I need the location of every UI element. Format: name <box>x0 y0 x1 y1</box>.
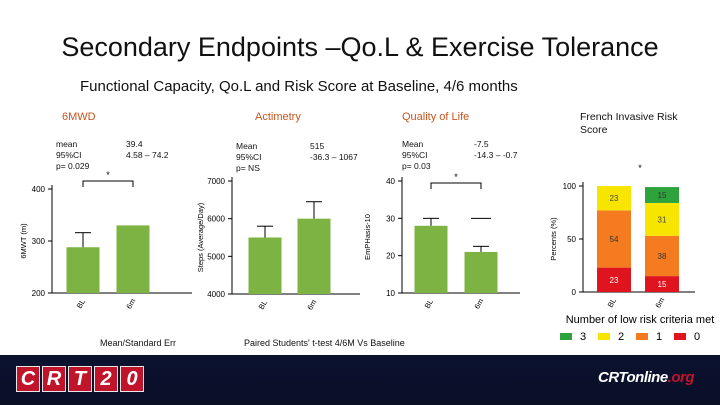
mwd-y-tick-label: 400 <box>32 185 46 194</box>
risk-segment-label: 23 <box>610 194 619 203</box>
risk-segment-1 <box>597 210 631 268</box>
actimetry-y-tick-label: 4000 <box>207 290 225 299</box>
qol-x-tick-label: 6m <box>472 297 485 311</box>
actimetry-y-tick-label: 7000 <box>207 177 225 186</box>
mwd-y-tick-label: 200 <box>32 289 46 298</box>
crt20-logo-letter: R <box>42 366 66 392</box>
crt20-logo-letter: T <box>68 366 92 392</box>
risk-segment-label: 23 <box>610 276 619 285</box>
risk-y-label: Percents (%) <box>549 217 558 261</box>
risk-x-tick-label: 6m <box>653 296 666 310</box>
panel-title-actimetry: Actimetry <box>255 111 301 123</box>
risk-legend-swatch <box>674 333 686 340</box>
qol-bar-BL <box>414 225 448 293</box>
mwd-stat-labels: mean 95%CI p= 0.029 <box>56 139 90 171</box>
qol-y-tick-label: 10 <box>386 289 395 298</box>
risk-legend-swatch <box>636 333 648 340</box>
qol-stat-labels: Mean 95%CI p= 0.03 <box>402 139 431 171</box>
risk-segment-label: 31 <box>658 215 667 224</box>
qol-bar-6m <box>464 251 498 293</box>
crt20-logo-letter: C <box>16 366 40 392</box>
note-mean-stderr: Mean/Standard Err <box>100 338 177 348</box>
qol-y-tick-label: 30 <box>386 214 395 223</box>
risk-segment-label: 54 <box>610 235 619 244</box>
mwd-significance-star: * <box>106 170 110 180</box>
risk-segment-3 <box>645 187 679 203</box>
panel-title-risk: French Invasive Risk Score <box>580 111 678 136</box>
risk-legend-swatch <box>560 333 572 340</box>
risk-segment-0 <box>645 276 679 292</box>
panel-title-qol: Quality of Life <box>402 111 470 123</box>
crt20-logo-letter: 0 <box>120 366 144 392</box>
actimetry-y-tick-label: 5000 <box>207 252 225 261</box>
qol-significance-bracket <box>430 182 482 189</box>
actimetry-stat-labels: Mean 95%CI p= NS <box>236 141 262 173</box>
actimetry-bar-BL <box>248 237 282 294</box>
risk-significance-star: * <box>638 163 642 173</box>
note-ttest: Paired Students' t-test 4/6M Vs Baseline <box>244 338 405 348</box>
actimetry-y-label: Steps (Average/Day) <box>196 202 205 272</box>
risk-segment-label: 15 <box>658 191 667 200</box>
mwd-bar-6m <box>116 225 150 293</box>
qol-stat-values: -7.5 -14.3 – -0.7 <box>474 139 518 160</box>
actimetry-bar-6m <box>297 218 331 294</box>
risk-y-tick-label: 50 <box>567 235 576 244</box>
risk-x-label: Number of low risk criteria met <box>566 314 715 326</box>
qol-significance-star: * <box>454 172 458 182</box>
risk-legend-label: 1 <box>656 331 662 343</box>
risk-x-tick-label: BL <box>606 297 618 309</box>
qol-y-label: EmPHasis-10 <box>363 214 372 260</box>
risk-segment-label: 15 <box>658 280 667 289</box>
qol-x-tick-label: BL <box>423 298 435 310</box>
crt20-logo-letter: 2 <box>94 366 118 392</box>
mwd-bar-BL <box>66 247 100 293</box>
mwd-x-tick-label: BL <box>75 298 87 310</box>
qol-y-tick-label: 20 <box>386 252 395 261</box>
risk-y-tick-label: 100 <box>563 182 577 191</box>
risk-legend-label: 3 <box>580 331 586 343</box>
mwd-y-tick-label: 300 <box>32 237 46 246</box>
risk-segment-0 <box>597 267 631 292</box>
risk-segment-1 <box>645 235 679 277</box>
risk-segment-2 <box>645 202 679 236</box>
mwd-stat-values: 39.4 4.58 – 74.2 <box>126 139 169 160</box>
slide-title: Secondary Endpoints –Qo.L & Exercise Tol… <box>61 32 659 62</box>
risk-segment-2 <box>597 186 631 211</box>
actimetry-x-tick-label: BL <box>257 299 269 311</box>
risk-segment-label: 38 <box>658 252 667 261</box>
risk-legend-label: 0 <box>694 331 700 343</box>
mwd-x-tick-label: 6m <box>124 297 137 311</box>
risk-legend-label: 2 <box>618 331 624 343</box>
actimetry-y-tick-label: 6000 <box>207 215 225 224</box>
mwd-y-label: 6MWT (m) <box>19 223 28 259</box>
crtonline-logo: CRTonline.org <box>598 369 695 386</box>
actimetry-x-tick-label: 6m <box>305 298 318 312</box>
actimetry-stat-values: 515 -36.3 – 1067 <box>310 141 358 162</box>
panel-title-6mwd: 6MWD <box>62 111 96 123</box>
risk-legend-swatch <box>598 333 610 340</box>
qol-y-tick-label: 40 <box>386 177 395 186</box>
slide-subtitle: Functional Capacity, Qo.L and Risk Score… <box>80 78 518 95</box>
mwd-significance-bracket <box>82 180 134 187</box>
risk-y-tick-label: 0 <box>572 288 577 297</box>
